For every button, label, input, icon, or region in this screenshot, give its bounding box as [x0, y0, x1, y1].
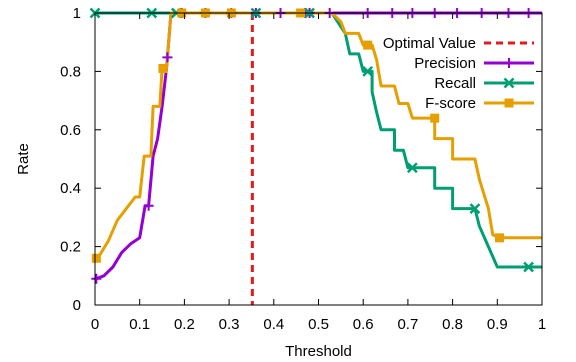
recall-marker: [469, 203, 481, 215]
y-tick-label: 0: [73, 297, 81, 314]
f-score-marker: [91, 253, 101, 263]
x-tick-label: 0.9: [487, 316, 508, 333]
tick-labels-layer: 0 0.1 0.2 0.3 0.4 0.5 0.6 0.7 0.8 0.9 1 0 0.2 0.4 0.6 0…: [60, 5, 546, 333]
legend: Optimal Value Precision Recall F-score: [383, 35, 534, 112]
x-tick-label: 0.2: [174, 316, 195, 333]
precision-marker: [143, 200, 154, 211]
series-line-f-score: [95, 11, 542, 260]
x-tick-label: 0.3: [219, 316, 240, 333]
y-tick-label: 0.4: [60, 180, 81, 197]
ticks-layer: [94, 12, 543, 306]
y-tick-label: 0.2: [60, 239, 81, 256]
x-tick-label: 0.1: [129, 316, 150, 333]
legend-label-precision: Precision: [414, 55, 476, 72]
precision-marker: [162, 52, 173, 63]
x-tick-label: 0.5: [308, 316, 329, 333]
x-tick-label: 0: [91, 316, 99, 333]
recall-marker: [406, 162, 418, 174]
legend-marker-precision: [504, 58, 514, 68]
y-tick-label: 1: [73, 5, 81, 22]
x-tick-label: 0.6: [353, 316, 374, 333]
y-tick-label: 0.8: [60, 63, 81, 80]
y-tick-label: 0.6: [60, 122, 81, 139]
legend-marker-f-score: [504, 98, 514, 108]
f-score-marker: [363, 40, 373, 50]
f-score-marker: [495, 233, 505, 243]
y-axis-title: Rate: [15, 143, 32, 175]
legend-samples: [484, 41, 534, 108]
recall-marker: [523, 261, 534, 273]
x-tick-label: 0.7: [397, 316, 418, 333]
x-axis-title: Threshold: [285, 343, 352, 360]
recall-marker: [362, 66, 374, 77]
x-tick-label: 0.4: [263, 316, 284, 333]
f-score-marker: [158, 63, 168, 73]
legend-label-recall: Recall: [434, 75, 476, 92]
precision-marker: [91, 273, 102, 284]
legend-label-f-score: F-score: [425, 95, 476, 112]
legend-marker-recall: [503, 77, 515, 89]
f-score-marker: [430, 113, 440, 123]
x-tick-label: 0.8: [442, 316, 463, 333]
legend-label-optimal-value: Optimal Value: [383, 35, 476, 52]
x-tick-label: 1: [538, 316, 546, 333]
